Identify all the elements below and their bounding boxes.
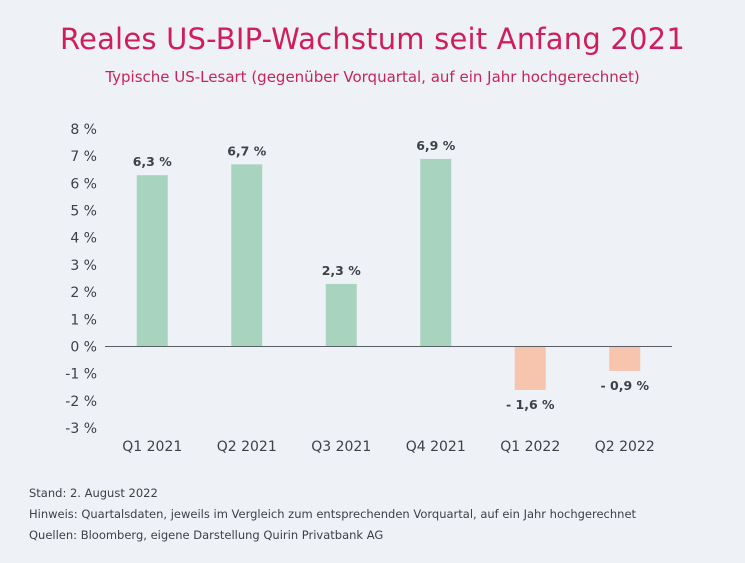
y-tick-label: 3 % [70,258,97,274]
y-tick-label: -3 % [65,421,97,437]
bar-chart: 8 % 7 % 6 % 5 % 4 % 3 % 2 % 1 % 0 % -1 % -2 % -3 % 6… [65,122,672,455]
bar [609,346,641,371]
y-tick-label: -2 % [65,394,97,410]
x-tick-label: Q4 2021 [406,439,466,455]
bar [136,175,168,347]
data-label: - 1,6 % [506,397,555,412]
data-label: 6,3 % [133,154,172,169]
chart-title: Reales US-BIP-Wachstum seit Anfang 2021 [60,22,685,56]
x-tick-label: Q1 2021 [122,439,182,455]
footnotes: Stand: 2. August 2022 Hinweis: Quartalsd… [29,483,636,546]
y-tick-label: 8 % [70,122,97,138]
bar [420,158,452,347]
x-tick-label: Q2 2021 [217,439,277,455]
x-tick-label: Q2 2022 [595,439,655,455]
y-tick-label: 5 % [70,204,97,220]
data-label: 6,7 % [227,143,266,158]
footnote-quellen: Quellen: Bloomberg, eigene Darstellung Q… [29,528,384,542]
data-label: 6,9 % [416,138,455,153]
x-tick-label: Q3 2021 [311,439,371,455]
chart-subtitle: Typische US-Lesart (gegenüber Vorquartal… [105,68,640,86]
y-tick-label: 6 % [70,176,97,192]
bar [514,346,546,390]
y-tick-label: 2 % [70,285,97,301]
bar [231,164,263,347]
data-label: - 0,9 % [600,378,649,393]
footnote-stand: Stand: 2. August 2022 [29,486,158,500]
data-label: 2,3 % [322,263,361,278]
x-tick-label: Q1 2022 [500,439,560,455]
y-tick-label: 4 % [70,231,97,247]
bar [325,283,357,347]
footnote-hinweis: Hinweis: Quartalsdaten, jeweils im Vergl… [29,507,637,521]
y-tick-label: -1 % [65,367,97,383]
y-tick-label: 0 % [70,339,97,355]
y-tick-label: 1 % [70,312,97,328]
y-tick-label: 7 % [70,149,97,165]
